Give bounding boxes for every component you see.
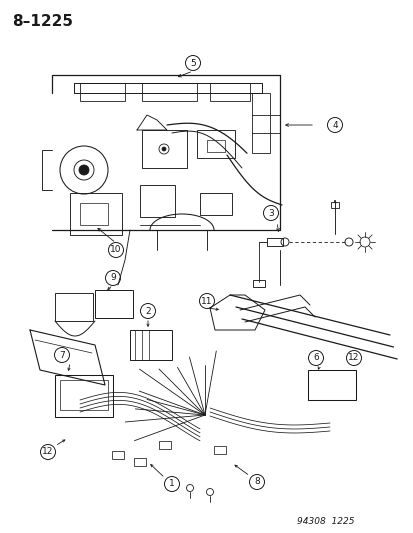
Bar <box>159 441 171 449</box>
Bar <box>209 83 249 101</box>
Text: 10: 10 <box>110 246 121 254</box>
Bar <box>80 203 108 225</box>
Bar <box>55 293 93 321</box>
Bar <box>142 130 187 168</box>
Bar <box>142 83 197 101</box>
Bar <box>307 370 355 400</box>
Text: 5: 5 <box>190 59 195 68</box>
Text: 8: 8 <box>254 478 259 487</box>
Text: 4: 4 <box>331 120 337 130</box>
Bar <box>206 140 224 152</box>
Bar <box>330 202 338 208</box>
Text: 2: 2 <box>145 306 150 316</box>
Bar <box>134 458 146 466</box>
Text: 12: 12 <box>347 353 359 362</box>
Circle shape <box>161 147 166 151</box>
Bar <box>55 375 113 417</box>
Bar <box>266 238 282 246</box>
Bar <box>252 93 269 153</box>
Text: 9: 9 <box>110 273 116 282</box>
Bar <box>214 446 225 454</box>
Text: 8–1225: 8–1225 <box>12 14 73 29</box>
Text: 11: 11 <box>201 296 212 305</box>
Text: 3: 3 <box>268 208 273 217</box>
Text: 1: 1 <box>169 480 174 489</box>
Circle shape <box>79 165 89 175</box>
Bar <box>199 193 231 215</box>
Text: 6: 6 <box>312 353 318 362</box>
Bar <box>140 185 175 217</box>
Bar <box>197 130 235 158</box>
Bar <box>60 380 108 410</box>
Text: 7: 7 <box>59 351 65 359</box>
Text: 12: 12 <box>42 448 54 456</box>
Bar <box>95 290 133 318</box>
Bar <box>130 330 171 360</box>
Bar <box>112 451 124 459</box>
Bar <box>80 83 125 101</box>
Text: 94308  1225: 94308 1225 <box>297 517 354 526</box>
Bar <box>252 280 264 287</box>
Bar <box>70 193 122 235</box>
